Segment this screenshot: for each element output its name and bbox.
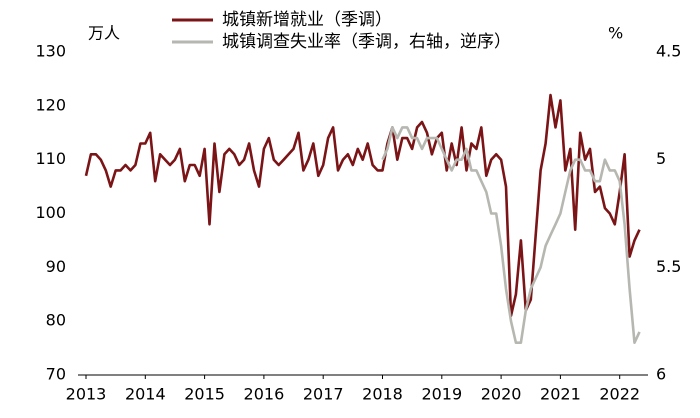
legend-label: 城镇新增就业（季调） [222, 10, 392, 30]
series-line [84, 93, 641, 318]
y2-tick-label: 6 [656, 365, 666, 384]
y-unit-label: 万人 [88, 24, 120, 43]
x-tick-label: 2021 [540, 385, 581, 404]
x-tick-label: 2017 [303, 385, 344, 404]
y2-tick-label: 5 [656, 149, 666, 168]
x-tick-label: 2013 [66, 385, 107, 404]
x-tick-label: 2022 [599, 385, 640, 404]
y-tick-label: 70 [46, 365, 66, 384]
x-tick-label: 2014 [125, 385, 166, 404]
x-tick-label: 2019 [421, 385, 462, 404]
y-tick-label: 100 [35, 203, 66, 222]
y-tick-label: 80 [46, 311, 66, 330]
y-tick-label: 90 [46, 257, 66, 276]
legend-label: 城镇调查失业率（季调，右轴，逆序） [222, 32, 511, 52]
y2-unit-label: % [608, 24, 623, 43]
y-tick-label: 120 [35, 95, 66, 114]
y2-tick-label: 4.5 [656, 42, 681, 61]
y-tick-label: 130 [35, 42, 66, 61]
y-tick-label: 110 [35, 149, 66, 168]
x-tick-label: 2016 [244, 385, 285, 404]
x-tick-label: 2015 [184, 385, 225, 404]
x-tick-label: 2020 [481, 385, 522, 404]
x-tick-label: 2018 [362, 385, 403, 404]
series-line [381, 126, 641, 344]
y2-tick-label: 5.5 [656, 257, 681, 276]
